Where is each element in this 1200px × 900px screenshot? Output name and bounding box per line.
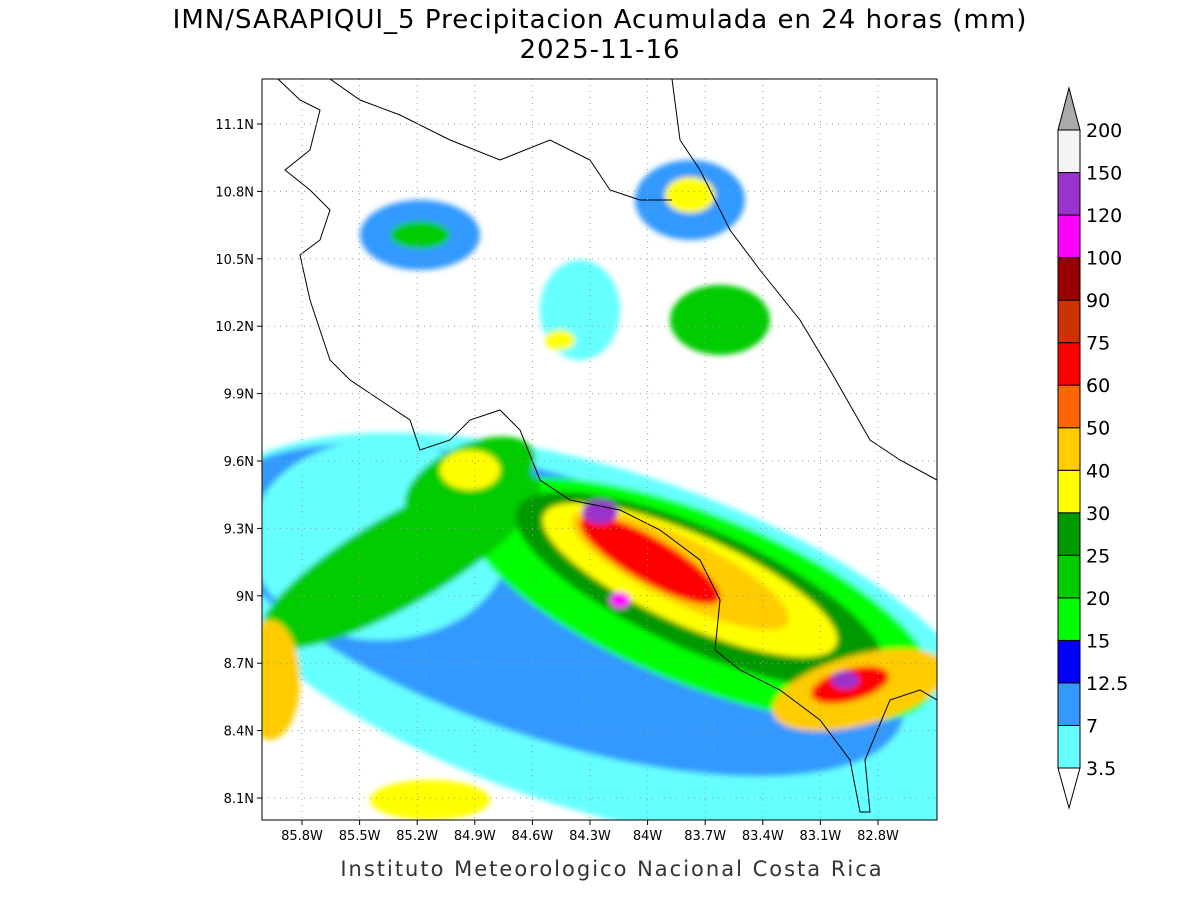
lat-tick-label: 8.1N bbox=[224, 792, 254, 807]
colorbar-label: 7 bbox=[1086, 715, 1098, 737]
lon-tick-label: 84.9W bbox=[454, 829, 496, 844]
lon-tick-label: 83.1W bbox=[799, 829, 841, 844]
lat-tick-label: 8.7N bbox=[224, 657, 254, 672]
lon-tick-label: 83.7W bbox=[684, 829, 726, 844]
lon-tick-label: 85.5W bbox=[339, 829, 381, 844]
colorbar: 3.5 7 12.5 15 20 25 30 40 50 60 75 90 100 120 150 200 bbox=[1057, 86, 1128, 810]
colorbar-swatch bbox=[1057, 597, 1081, 641]
lat-tick-label: 9.3N bbox=[224, 522, 254, 537]
rain-shading bbox=[262, 160, 937, 820]
lon-tick-label: 84.3W bbox=[569, 829, 611, 844]
colorbar-swatch bbox=[1057, 512, 1081, 556]
colorbar-label: 50 bbox=[1086, 418, 1110, 440]
colorbar-label: 60 bbox=[1086, 375, 1110, 397]
lon-tick-label: 82.8W bbox=[857, 829, 899, 844]
rain-area bbox=[670, 285, 770, 355]
coastlines bbox=[277, 79, 937, 813]
rain-area bbox=[262, 620, 300, 740]
rain-area bbox=[582, 500, 618, 524]
colorbar-label: 15 bbox=[1086, 630, 1110, 652]
colorbar-label: 20 bbox=[1086, 588, 1110, 610]
colorbar-label: 75 bbox=[1086, 333, 1110, 355]
footer-credit: Instituto Meteorologico Nacional Costa R… bbox=[340, 857, 883, 881]
colorbar-label: 200 bbox=[1086, 120, 1122, 142]
rain-area bbox=[579, 515, 721, 605]
colorbar-label: 3.5 bbox=[1086, 758, 1116, 780]
map-subtitle: 2025-11-16 bbox=[519, 35, 680, 65]
lon-tick-label: 85.2W bbox=[396, 829, 438, 844]
rain-area bbox=[545, 330, 575, 350]
colorbar-swatch bbox=[1057, 342, 1081, 386]
colorbar-swatch bbox=[1057, 384, 1081, 429]
border bbox=[329, 79, 672, 201]
colorbar-swatch bbox=[1057, 554, 1081, 599]
colorbar-label: 90 bbox=[1086, 290, 1110, 312]
lat-tick-label: 9.6N bbox=[224, 455, 254, 470]
colorbar-swatch bbox=[1057, 724, 1081, 769]
lon-tick-label: 84.6W bbox=[511, 829, 553, 844]
rain-area bbox=[390, 221, 450, 249]
colorbar-swatch bbox=[1057, 257, 1081, 301]
lat-tick-label: 9N bbox=[236, 590, 254, 605]
pacific-coast bbox=[277, 79, 937, 813]
colorbar-swatch bbox=[1057, 129, 1081, 174]
rain-area bbox=[665, 177, 715, 213]
precipitation-field bbox=[262, 79, 937, 820]
lon-tick-label: 84W bbox=[633, 829, 663, 844]
colorbar-label: 120 bbox=[1086, 205, 1122, 227]
lon-tick-label: 85.8W bbox=[281, 829, 323, 844]
rain-area bbox=[440, 450, 500, 490]
colorbar-swatch bbox=[1057, 469, 1081, 514]
colorbar-swatch bbox=[1057, 427, 1081, 471]
caribbean-coast bbox=[671, 79, 937, 481]
lat-tick-label: 9.9N bbox=[224, 388, 254, 403]
map-frame bbox=[261, 78, 938, 821]
colorbar-swatch bbox=[1057, 682, 1081, 726]
lat-tick-label: 10.2N bbox=[215, 320, 254, 335]
rain-area bbox=[831, 671, 859, 689]
lat-tick-label: 10.8N bbox=[215, 185, 254, 200]
lat-tick-label: 10.5N bbox=[215, 253, 254, 268]
lat-tick-label: 11.1N bbox=[215, 118, 254, 133]
colorbar-swatch bbox=[1057, 172, 1081, 216]
rain-area bbox=[370, 780, 490, 820]
coordinate-labels: 11.1N 10.8N 10.5N 10.2N 9.9N 9.6N 9.3N 9N 8.7N 8.… bbox=[215, 118, 899, 844]
lat-tick-label: 8.4N bbox=[224, 725, 254, 740]
colorbar-swatch bbox=[1057, 639, 1081, 684]
rain-area bbox=[610, 592, 630, 608]
map-title: IMN/SARAPIQUI_5 Precipitacion Acumulada … bbox=[173, 5, 1028, 35]
colorbar-under-arrow bbox=[1057, 767, 1081, 810]
colorbar-label: 40 bbox=[1086, 460, 1110, 482]
colorbar-label: 25 bbox=[1086, 545, 1110, 567]
colorbar-label: 30 bbox=[1086, 503, 1110, 525]
colorbar-label: 150 bbox=[1086, 163, 1122, 185]
colorbar-label: 100 bbox=[1086, 248, 1122, 270]
colorbar-label: 12.5 bbox=[1086, 673, 1128, 695]
colorbar-over-arrow bbox=[1057, 86, 1081, 131]
colorbar-swatch bbox=[1057, 299, 1081, 344]
lon-tick-label: 83.4W bbox=[742, 829, 784, 844]
colorbar-swatch bbox=[1057, 214, 1081, 259]
